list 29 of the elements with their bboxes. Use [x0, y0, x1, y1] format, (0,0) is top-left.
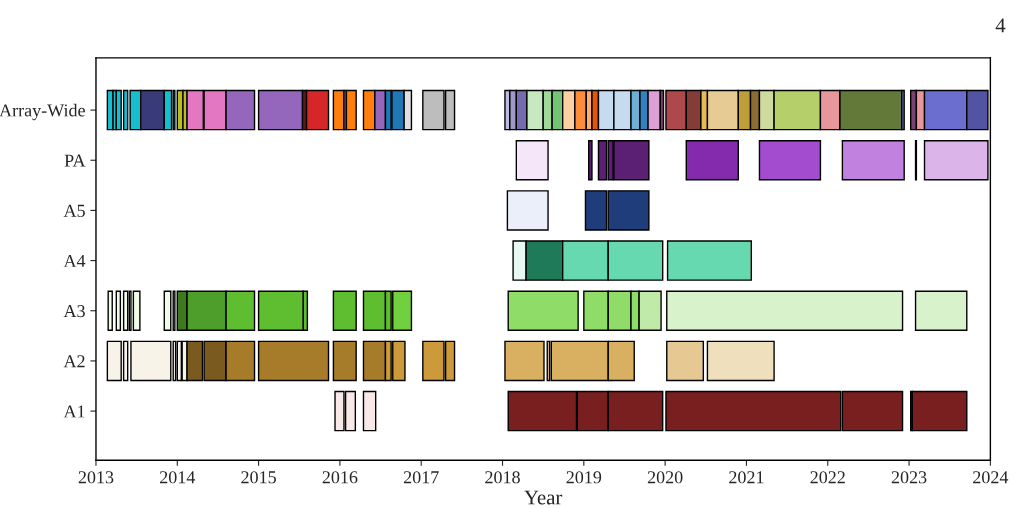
x-tick-label: 2015 [241, 471, 276, 484]
x-tick-label: 2017 [403, 471, 439, 484]
y-tick-label: A1 [63, 405, 85, 418]
x-tick-label: 2013 [78, 471, 114, 484]
y-tick-label: A3 [63, 305, 85, 318]
x-tick-label: 2023 [891, 471, 927, 484]
x-tick-label: 2020 [647, 471, 683, 484]
y-tick-label: A4 [63, 254, 86, 267]
y-tick-label: A2 [63, 355, 85, 368]
text: 4 [995, 18, 1006, 33]
x-tick-label: 2016 [322, 471, 358, 484]
x-tick-label: 2021 [729, 471, 764, 484]
y-tick-label: Array-Wide [0, 103, 85, 121]
x-tick-label: 2024 [973, 471, 1009, 484]
x-tick-label: 2014 [160, 471, 196, 484]
x-tick-label: 2018 [485, 471, 520, 484]
bar [515, 139, 549, 181]
bar [685, 139, 740, 181]
y-tick-label: A5 [63, 204, 85, 217]
x-axis-title: Year [524, 490, 563, 505]
bar [305, 89, 330, 131]
x-tick-label: 2019 [566, 471, 602, 484]
bar [841, 139, 905, 181]
bar [706, 340, 775, 382]
y-tick-label: PA [64, 154, 86, 167]
x-tick-label: 2022 [810, 471, 845, 484]
bar [666, 340, 705, 382]
bar [506, 190, 549, 231]
bar [758, 139, 822, 181]
